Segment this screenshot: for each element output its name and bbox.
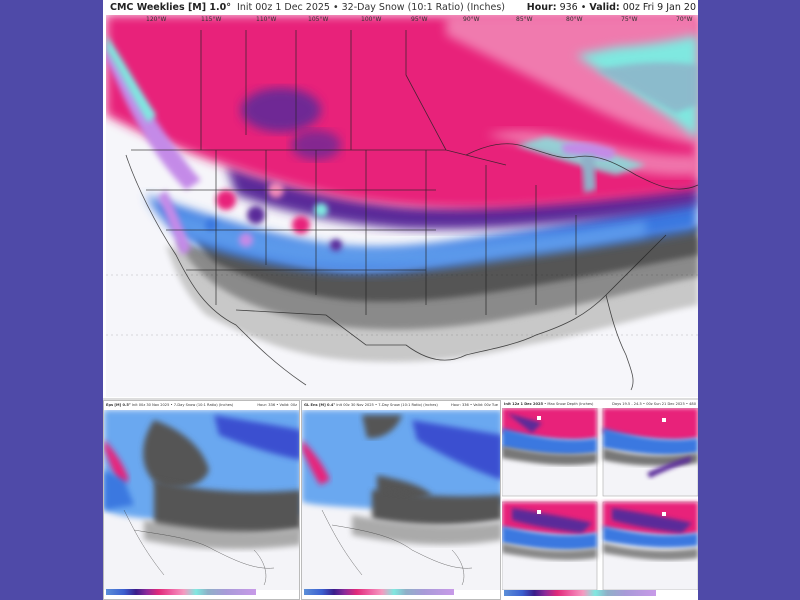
panel-header: GL Ens [M] 0.4° Init 00z 30 Nov 2025 • 7… [302, 401, 500, 410]
panel-valid-info: Hour: 336 • Valid: 00z Tue [451, 403, 498, 407]
lon-label: 105°W [308, 16, 329, 23]
main-map-title: CMC Weeklies [M] 1.0° [110, 2, 231, 13]
panel-map [302, 410, 500, 590]
panel-subtitle: Init 00z 30 Nov 2025 • 7-Day Snow (10:1 … [336, 403, 438, 407]
longitude-axis: 120°W 115°W 110°W 105°W 100°W 95°W 90°W … [106, 15, 698, 24]
snow-depth-grid-maps [502, 408, 698, 590]
colorbar [504, 590, 656, 596]
panel-subtitle: Max Snow Depth (Inches) [547, 402, 594, 406]
valid-value: 00z Fri 9 Jan 20 [622, 2, 696, 13]
panel-title: Init 12z 1 Dec 2025 [504, 402, 543, 406]
lon-label: 100°W [361, 16, 382, 23]
panel-map [104, 410, 299, 590]
grid-map-tr [602, 408, 698, 497]
gl-ens-7day-snow-panel: GL Ens [M] 0.4° Init 00z 30 Nov 2025 • 7… [301, 400, 501, 600]
main-map-canvas: 120°W 115°W 110°W 105°W 100°W 95°W 90°W … [106, 15, 698, 397]
lon-label: 115°W [201, 16, 222, 23]
grid-map-br [602, 501, 698, 590]
panel-title: Eps [M] 0.5° [106, 403, 131, 407]
main-map-subtitle: Init 00z 1 Dec 2025 • 32-Day Snow (10:1 … [237, 2, 506, 13]
panel-header: Eps [M] 0.5° Init 00z 30 Nov 2025 • 7-Da… [104, 401, 299, 410]
lon-label: 85°W [516, 16, 533, 23]
hour-value: 936 [559, 2, 578, 13]
grid-map-bl [502, 501, 598, 590]
lon-label: 80°W [566, 16, 583, 23]
panel-valid-info: Hour: 336 • Valid: 00z [257, 403, 297, 407]
lon-label: 95°W [411, 16, 428, 23]
panel-valid-info: Days 19.5 - 24.5 • 00z Sun 21 Dec 2025 •… [612, 402, 696, 406]
grid-map-tl [502, 408, 598, 497]
valid-label: Valid: [589, 2, 620, 13]
main-snowfall-map: CMC Weeklies [M] 1.0° Init 00z 1 Dec 202… [103, 0, 698, 400]
lon-label: 75°W [621, 16, 638, 23]
lon-label: 70°W [676, 16, 693, 23]
main-map-header: CMC Weeklies [M] 1.0° Init 00z 1 Dec 202… [103, 0, 698, 15]
forecast-collage: CMC Weeklies [M] 1.0° Init 00z 1 Dec 202… [103, 0, 698, 600]
lon-label: 120°W [146, 16, 167, 23]
panel-subtitle: Init 00z 30 Nov 2025 • 7-Day Snow (10:1 … [131, 403, 234, 407]
panel-header: Init 12z 1 Dec 2025 • Max Snow Depth (In… [502, 400, 698, 409]
lon-label: 110°W [256, 16, 277, 23]
political-borders [125, 30, 698, 391]
colorbar [304, 589, 454, 595]
snow-depth-grid-panel: Init 12z 1 Dec 2025 • Max Snow Depth (In… [502, 400, 698, 600]
lon-label: 90°W [463, 16, 480, 23]
panel-title: GL Ens [M] 0.4° [304, 403, 336, 407]
eps-7day-snow-panel: Eps [M] 0.5° Init 00z 30 Nov 2025 • 7-Da… [103, 400, 300, 600]
main-map-valid-info: Hour: 936 • Valid: 00z Fri 9 Jan 20 [526, 2, 696, 13]
hour-label: Hour: [526, 2, 557, 13]
snowfall-shading [106, 15, 698, 397]
colorbar [106, 589, 256, 595]
